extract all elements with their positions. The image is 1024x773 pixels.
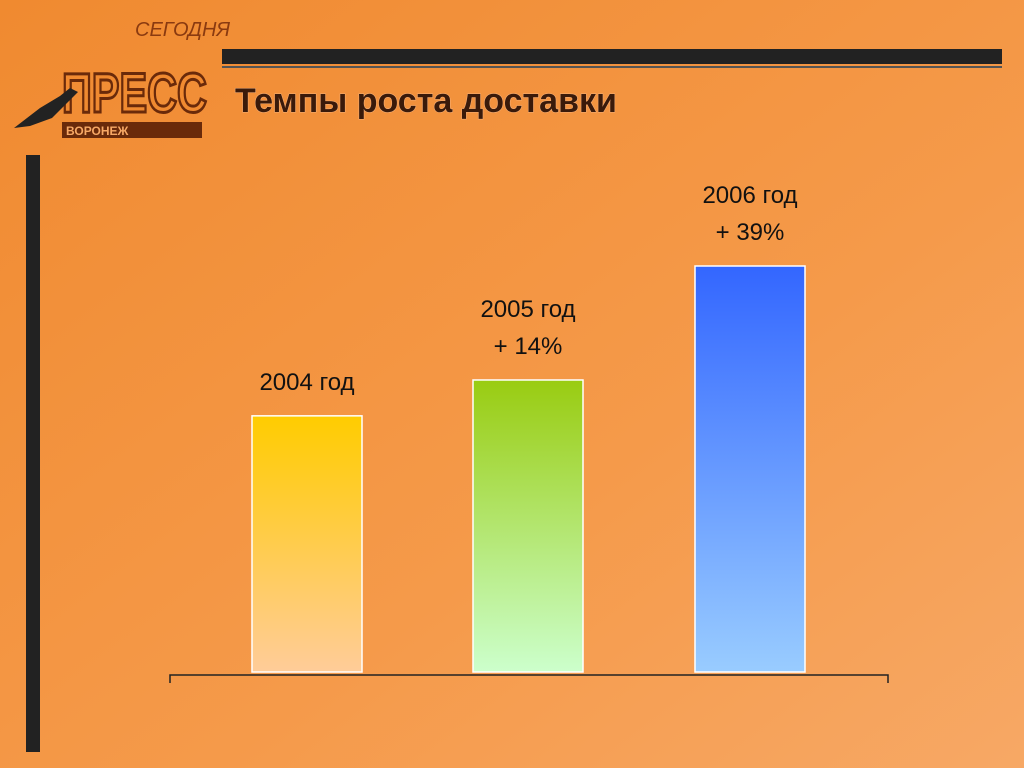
logo-bird [14, 88, 78, 128]
header-bar [222, 49, 1002, 64]
logo: СЕГОДНЯ ПРЕСС ВОРОНЕЖ [14, 19, 230, 138]
growth-label: + 39% [716, 219, 785, 246]
bar [472, 379, 584, 673]
chart-title: Темпы роста доставки [235, 82, 617, 120]
category-label: 2006 год [702, 182, 797, 209]
growth-label: + 14% [494, 333, 563, 360]
logo-bottom: ВОРОНЕЖ [66, 124, 129, 138]
bar [694, 265, 806, 673]
baseline [169, 674, 889, 683]
plot: 2004 год 2005 год + 14% 2006 год + 39% [251, 182, 806, 673]
logo-strip [62, 122, 202, 138]
category-label: 2004 год [259, 369, 354, 396]
header-line [222, 66, 1002, 68]
logo-top: СЕГОДНЯ [135, 19, 230, 41]
logo-main: ПРЕСС [62, 61, 207, 124]
bar [251, 415, 363, 673]
side-bar [26, 155, 40, 752]
category-label: 2005 год [480, 296, 575, 323]
